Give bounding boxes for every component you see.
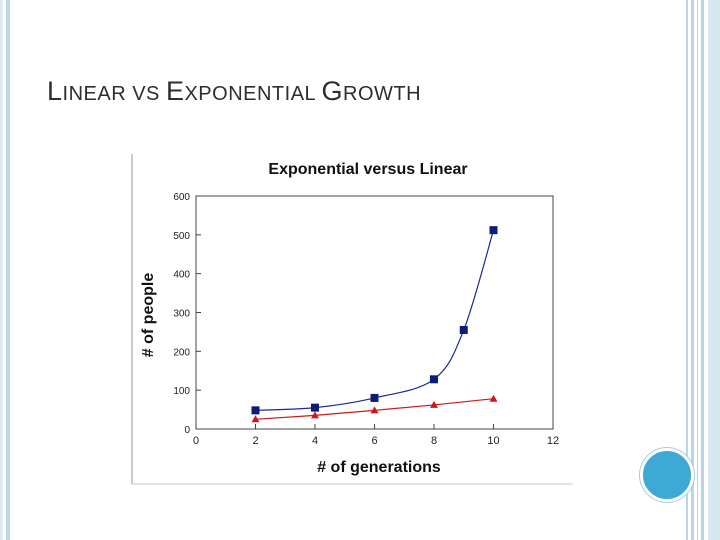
decorative-circle (640, 448, 694, 502)
x-tick-label: 0 (193, 435, 199, 447)
chart-title: Exponential versus Linear (268, 161, 467, 178)
y-tick-label: 500 (173, 231, 190, 242)
title-part: ROWTH (343, 83, 422, 105)
title-part: G (321, 76, 343, 106)
chart: Exponential versus Linear # of generatio… (131, 152, 573, 486)
right-border-line (686, 0, 688, 540)
y-tick-label: 600 (173, 192, 190, 203)
right-border-line (701, 0, 704, 540)
chart-svg: Exponential versus Linear # of generatio… (131, 152, 573, 486)
left-border-light (0, 0, 3, 540)
axis-ticks: 0 100 200 300 400 500 600 0 2 4 6 8 10 12 (173, 192, 559, 447)
y-tick-label: 0 (184, 425, 190, 436)
title-part: E (165, 76, 185, 106)
right-border-band (708, 0, 720, 540)
right-border-line (691, 0, 694, 540)
title-part: INEAR VS (62, 83, 166, 105)
series-layer (251, 226, 498, 423)
y-axis-label: # of people (140, 273, 157, 358)
right-border-line (697, 0, 698, 540)
slide-title: LINEAR VS EXPONENTIAL GROWTH (47, 76, 421, 107)
x-tick-label: 6 (371, 435, 377, 447)
right-border (686, 0, 720, 540)
x-tick-label: 8 (431, 435, 437, 447)
data-point-exponential (311, 403, 319, 412)
title-part: XPONENTIAL (184, 83, 322, 105)
y-tick-label: 100 (173, 386, 190, 397)
y-tick-label: 300 (173, 309, 190, 320)
x-tick-label: 4 (312, 435, 318, 447)
data-point-exponential (370, 393, 379, 402)
x-tick-label: 12 (547, 435, 559, 447)
y-tick-label: 400 (173, 270, 190, 281)
data-point-exponential (489, 226, 498, 235)
data-point-linear (489, 394, 498, 402)
title-part: L (47, 76, 63, 106)
data-point-exponential (459, 325, 468, 334)
x-tick-label: 2 (252, 435, 258, 447)
x-tick-label: 10 (487, 435, 499, 447)
data-point-linear (251, 415, 260, 423)
data-point-exponential (430, 375, 438, 384)
data-point-linear (311, 411, 319, 419)
y-tick-label: 200 (173, 347, 190, 358)
x-axis-label: # of generations (317, 459, 441, 476)
data-point-exponential (251, 406, 260, 415)
chart-background (131, 152, 573, 486)
data-point-linear (430, 400, 438, 408)
left-border (6, 0, 10, 540)
data-point-linear (370, 406, 379, 414)
